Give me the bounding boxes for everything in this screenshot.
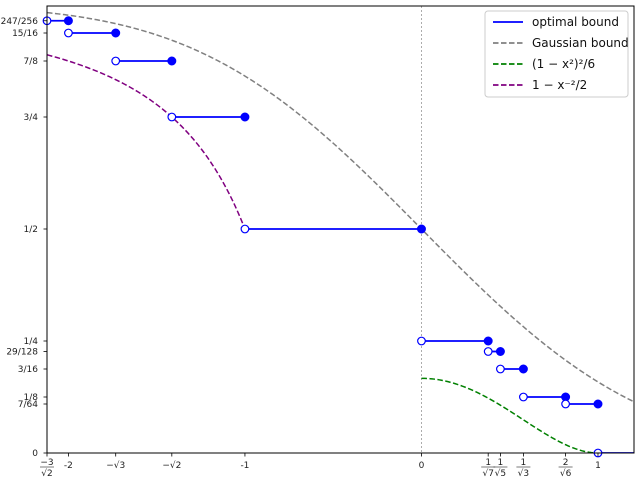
closed-endpoint-marker <box>111 28 121 38</box>
axes-frame <box>46 5 635 454</box>
open-endpoint-marker <box>496 364 505 374</box>
open-endpoint-marker <box>64 28 73 38</box>
green-bound-curve <box>421 377 599 453</box>
closed-endpoint-marker <box>593 399 603 409</box>
x-tick-label-denominator: √3 <box>518 468 529 479</box>
open-endpoint-marker <box>167 112 177 122</box>
x-tick-label-numerator: 1 <box>485 458 491 468</box>
purple-bound-curve <box>47 54 246 230</box>
closed-endpoint-marker <box>63 16 73 26</box>
y-tick-label: 247/256 <box>1 17 39 27</box>
x-tick-label-denominator: √7 <box>482 468 493 479</box>
x-tick-label-numerator: 1 <box>498 458 504 468</box>
y-tick-label: 29/128 <box>6 348 38 358</box>
x-tick-label: −√2 <box>162 460 181 471</box>
y-tick-label: 0 <box>32 449 38 459</box>
x-tick-label: 0 <box>419 461 425 471</box>
closed-endpoint-marker <box>167 56 177 66</box>
open-endpoint-marker <box>483 347 493 356</box>
y-tick-label: 1/2 <box>24 225 38 235</box>
legend: optimal bound Gaussian bound (1 − x²)²/6 1 … <box>484 10 629 98</box>
closed-endpoint-marker <box>416 224 426 234</box>
y-tick-label: 3/4 <box>24 113 39 123</box>
y-tick-label: 15/16 <box>12 29 38 39</box>
x-tick-label-denominator: √6 <box>560 468 572 479</box>
x-tick-label-numerator: 2 <box>563 458 569 468</box>
closed-endpoint-marker <box>240 112 250 122</box>
axes: −3√2-2 −√3 −√2 -1 0 1√71√51√32√6107/641/83/16… <box>1 5 635 479</box>
closed-endpoint-marker <box>483 336 493 346</box>
legend-label: 1 − x⁻²/2 <box>532 78 587 92</box>
y-tick-label: 7/8 <box>24 57 39 67</box>
x-tick-label: −√3 <box>106 460 125 471</box>
open-endpoint-marker <box>561 399 570 409</box>
x-tick-label: -1 <box>240 461 249 471</box>
open-endpoint-marker <box>111 56 121 66</box>
open-endpoint-marker <box>518 392 528 402</box>
legend-label: Gaussian bound <box>532 36 629 50</box>
x-tick-label-denominator: √2 <box>41 468 52 479</box>
gaussian-bound-curve <box>47 11 634 403</box>
x-tick-label-numerator: −3 <box>40 458 53 468</box>
legend-label: optimal bound <box>532 15 619 29</box>
open-endpoint-marker <box>417 336 426 346</box>
y-tick-label: 7/64 <box>18 400 38 410</box>
y-tick-label: 1/4 <box>24 337 39 347</box>
open-endpoint-marker <box>240 224 250 234</box>
legend-box <box>484 10 629 98</box>
x-tick-label-denominator: √5 <box>495 468 506 479</box>
series-group <box>47 6 634 453</box>
x-tick-label-numerator: 1 <box>521 458 527 468</box>
x-tick-label: -2 <box>64 461 73 471</box>
closed-endpoint-marker <box>495 347 505 356</box>
y-tick-label: 3/16 <box>18 365 38 375</box>
y-tick-label: 1/8 <box>24 393 39 403</box>
closed-endpoint-marker <box>518 364 528 374</box>
legend-label: (1 − x²)²/6 <box>532 57 595 71</box>
x-tick-label: 1 <box>595 461 601 471</box>
